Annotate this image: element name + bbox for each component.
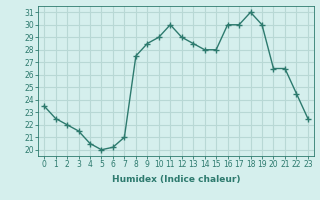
X-axis label: Humidex (Indice chaleur): Humidex (Indice chaleur) bbox=[112, 175, 240, 184]
